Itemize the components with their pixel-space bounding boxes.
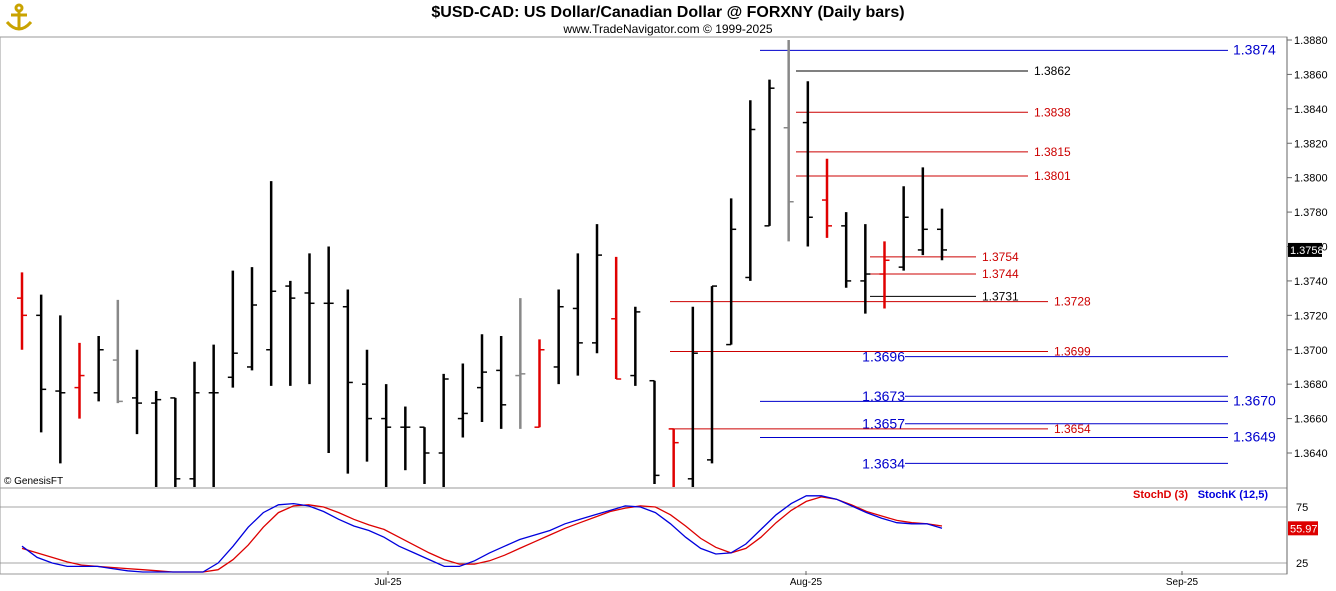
price-tick-label: 1.3680: [1294, 379, 1328, 391]
level-label: 1.3696: [862, 349, 905, 365]
level-label: 1.3654: [1054, 422, 1091, 436]
level-label: 1.3754: [982, 250, 1019, 264]
price-tick-label: 1.3640: [1294, 448, 1328, 460]
price-tick-label: 1.3860: [1294, 69, 1328, 81]
price-tick-label: 1.3820: [1294, 138, 1328, 150]
level-label: 1.3801: [1034, 169, 1071, 183]
stoch-tick-label: 25: [1296, 558, 1308, 570]
stoch-value-label: 55.97: [1290, 523, 1318, 535]
price-tick-label: 1.3660: [1294, 414, 1328, 426]
ohlc-bars: [17, 40, 947, 487]
x-tick-label: Jul-25: [374, 577, 402, 588]
last-price-label: 1.3758: [1290, 245, 1324, 257]
price-tick-label: 1.3720: [1294, 310, 1328, 322]
legend-stochd: StochD (3): [1133, 489, 1188, 501]
price-tick-label: 1.3740: [1294, 276, 1328, 288]
price-tick-label: 1.3840: [1294, 104, 1328, 116]
price-panel: [0, 36, 1288, 489]
price-tick-label: 1.3880: [1294, 35, 1328, 47]
level-label: 1.3634: [862, 455, 905, 471]
anchor-icon: [5, 3, 33, 31]
level-label: 1.3862: [1034, 64, 1071, 78]
x-axis: Jul-25 Aug-25 Sep-25: [374, 571, 1199, 588]
level-label: 1.3657: [862, 416, 905, 432]
x-tick-label: Sep-25: [1166, 577, 1199, 588]
logo: [2, 2, 36, 34]
watermark: © GenesisFT: [4, 476, 63, 487]
price-tick-label: 1.3780: [1294, 207, 1328, 219]
chart-subtitle: www.TradeNavigator.com © 1999-2025: [562, 22, 772, 36]
chart-title: $USD-CAD: US Dollar/Canadian Dollar @ FO…: [431, 4, 904, 21]
level-label: 1.3744: [982, 267, 1019, 281]
stochastic-panel: 75 25 StochD (3) StochK (12,5) 55.97: [0, 489, 1318, 573]
last-price-box: [1288, 242, 1322, 257]
price-axis: 1.3880 1.3860 1.3840 1.3820 1.3800 1.3780 1.37…: [1287, 35, 1328, 460]
level-label: 1.3670: [1233, 392, 1276, 408]
level-label: 1.3815: [1034, 145, 1071, 159]
level-label: 1.3699: [1054, 344, 1091, 358]
level-label: 1.3838: [1034, 105, 1071, 119]
legend-stochk: StochK (12,5): [1198, 489, 1269, 501]
x-tick-label: Aug-25: [790, 577, 823, 588]
stoch-value-box: [1288, 521, 1318, 536]
level-label: 1.3673: [862, 388, 905, 404]
price-tick-label: 1.3700: [1294, 345, 1328, 357]
level-label: 1.3731: [982, 289, 1019, 303]
stoch-tick-label: 75: [1296, 502, 1308, 514]
level-label: 1.3728: [1054, 295, 1091, 309]
stoch-panel: [0, 487, 1288, 575]
level-lines: 1.3874 1.3862 1.3838 1.3815 1.3801 1.3754 1.37…: [670, 41, 1276, 471]
price-tick-label: 1.3800: [1294, 173, 1328, 185]
level-label: 1.3874: [1233, 41, 1276, 57]
level-label: 1.3649: [1233, 429, 1276, 445]
stoch-line: [21, 495, 943, 573]
